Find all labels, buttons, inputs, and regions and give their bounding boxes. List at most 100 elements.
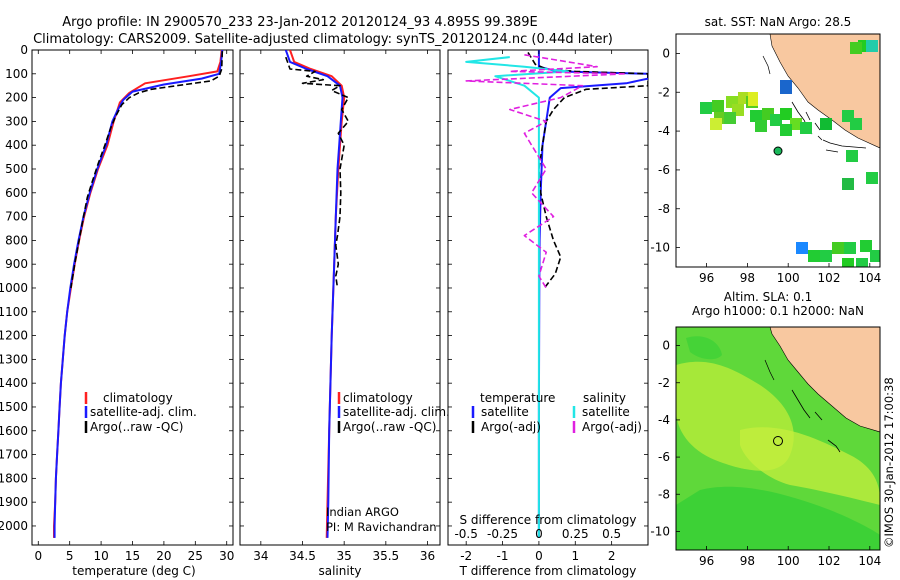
argo-position-marker [773,436,783,446]
credit-text: ©IMOS 30-Jan-2012 17:00:38 [882,377,896,548]
map-y-tick-label: 0 [662,339,670,353]
sst-pixel [842,178,854,190]
x-tick-label: -2 [460,549,472,563]
series-line-salinity-argo-adj- [465,54,628,289]
depth-tick-label: 1600 [0,424,28,438]
temperature-x-axis: 0 5 10 15 20 25 30 [34,50,234,563]
sla-map-frame [675,326,881,551]
map-x-tick-label: 104 [858,271,881,285]
sst-pixel [780,124,792,136]
sst-pixel [820,250,832,262]
depth-tick-label: 600 [5,186,28,200]
depth-tick-label: 2000 [0,519,28,533]
x-tick-label: 35 [337,549,352,563]
sst-map-axes: 96 98 100 102 104 0 -2 -4 -6 -8 -10 [650,46,881,285]
difference-panel-frame [447,49,649,546]
salinity-lines [284,50,350,538]
x-tick-label: 25 [188,549,203,563]
depth-tick-label: 700 [5,210,28,224]
map-x-tick-label: 98 [740,271,755,285]
annotation-line-1: Indian ARGO [326,505,399,519]
salinity-panel-frame [239,49,441,546]
depth-tick-label: 1900 [0,495,28,509]
x-tick-label: 35.5 [372,549,399,563]
x-tick-label: 10 [93,549,108,563]
sst-pixel [870,250,880,262]
x-tick-label: 0 [535,549,543,563]
series-line-satellite-adj-clim- [53,50,224,538]
legend-label-t-argo: Argo(-adj) [481,420,541,434]
sst-pixel [866,40,878,52]
sst-pixel [842,258,854,267]
s-diff-tick-label: -0.5 [454,527,477,541]
sst-pixel [850,42,862,54]
series-line-argo-raw-qc- [70,51,224,289]
map-y-tick-label: -6 [658,163,670,177]
depth-tick-label: 200 [5,91,28,105]
map-y-tick-label: 0 [662,46,670,60]
legend-label-s-argo: Argo(-adj) [582,420,642,434]
map-x-tick-label: 100 [777,554,800,568]
sla-island-detail [764,359,775,381]
depth-axis: 0 100 200 300 400 500 600 700 800 900 1000 1100 1200… [0,43,648,533]
difference-lines [465,50,648,538]
sst-pixel [780,108,792,120]
title-line-2: Climatology: CARS2009. Satellite-adjuste… [33,32,613,47]
sla-bright-region-2 [740,427,880,505]
map-y-tick-label: -2 [658,376,670,390]
sst-pixel [832,242,844,254]
difference-legend: temperature salinity satellite Argo(-adj… [471,391,642,434]
x-tick-label: 0 [34,549,42,563]
legend-header-temperature: temperature [480,391,555,405]
series-line-climatology [289,50,346,538]
x-tick-label: 2 [608,549,616,563]
argo-position-marker [773,146,783,156]
sla-coast-detail [791,389,841,453]
s-diff-tick-label: 0.25 [562,527,589,541]
sst-pixel [750,110,762,122]
series-line-climatology [53,50,223,538]
x-tick-label: 34 [253,549,268,563]
sla-map-body [676,327,880,550]
sst-pixel [790,118,802,130]
sst-pixel [808,250,820,262]
sst-pixel [755,120,767,132]
salinity-x-axis: 34 34.5 35 35.5 36 [253,50,435,563]
sst-pixel [846,150,858,162]
sst-pixel [856,258,868,267]
depth-tick-label: 1400 [0,376,28,390]
x-tick-label: 30 [219,549,234,563]
depth-tick-label: 900 [5,257,28,271]
legend-label-clim: climatology [103,391,173,405]
s-difference-x-axis: -0.5 -0.25 0 0.25 0.5 [454,527,621,541]
map-y-tick-label: -2 [658,85,670,99]
legend-label-sat: satellite-adj. clim. [343,405,450,419]
coast-detail [791,101,823,141]
sst-pixel [844,242,856,254]
depth-tick-label: 800 [5,233,28,247]
series-line-satellite-adj-clim- [284,50,344,538]
depth-tick-label: 100 [5,67,28,81]
title-line-1: Argo profile: IN 2900570_233 23-Jan-2012… [62,15,538,30]
x-tick-label: 36 [420,549,435,563]
series-line-salinity-satellite [465,56,569,538]
coast-detail-2 [822,139,867,153]
s-diff-tick-label: -0.25 [487,527,518,541]
depth-tick-label: 0 [20,43,28,57]
x-tick-label: -1 [497,549,509,563]
sst-pixel [770,114,782,126]
series-line-temperature-satellite [537,50,648,538]
x-tick-label: 1 [571,549,579,563]
depth-tick-label: 1200 [0,329,28,343]
sst-pixel [796,242,808,254]
salinity-legend: climatology satellite-adj. clim. Argo(..… [337,391,450,434]
s-diff-tick-label: 0 [535,527,543,541]
sst-pixel [800,122,812,134]
sst-map-body [676,34,880,267]
difference-x-axis: -2 -1 0 1 2 [460,50,615,563]
sst-pixel [748,92,758,106]
sla-map-subtitle: Argo h1000: 0.1 h2000: NaN [692,304,864,318]
temperature-xlabel: temperature (deg C) [72,564,195,578]
sst-pixel [780,80,792,94]
depth-tick-label: 300 [5,114,28,128]
